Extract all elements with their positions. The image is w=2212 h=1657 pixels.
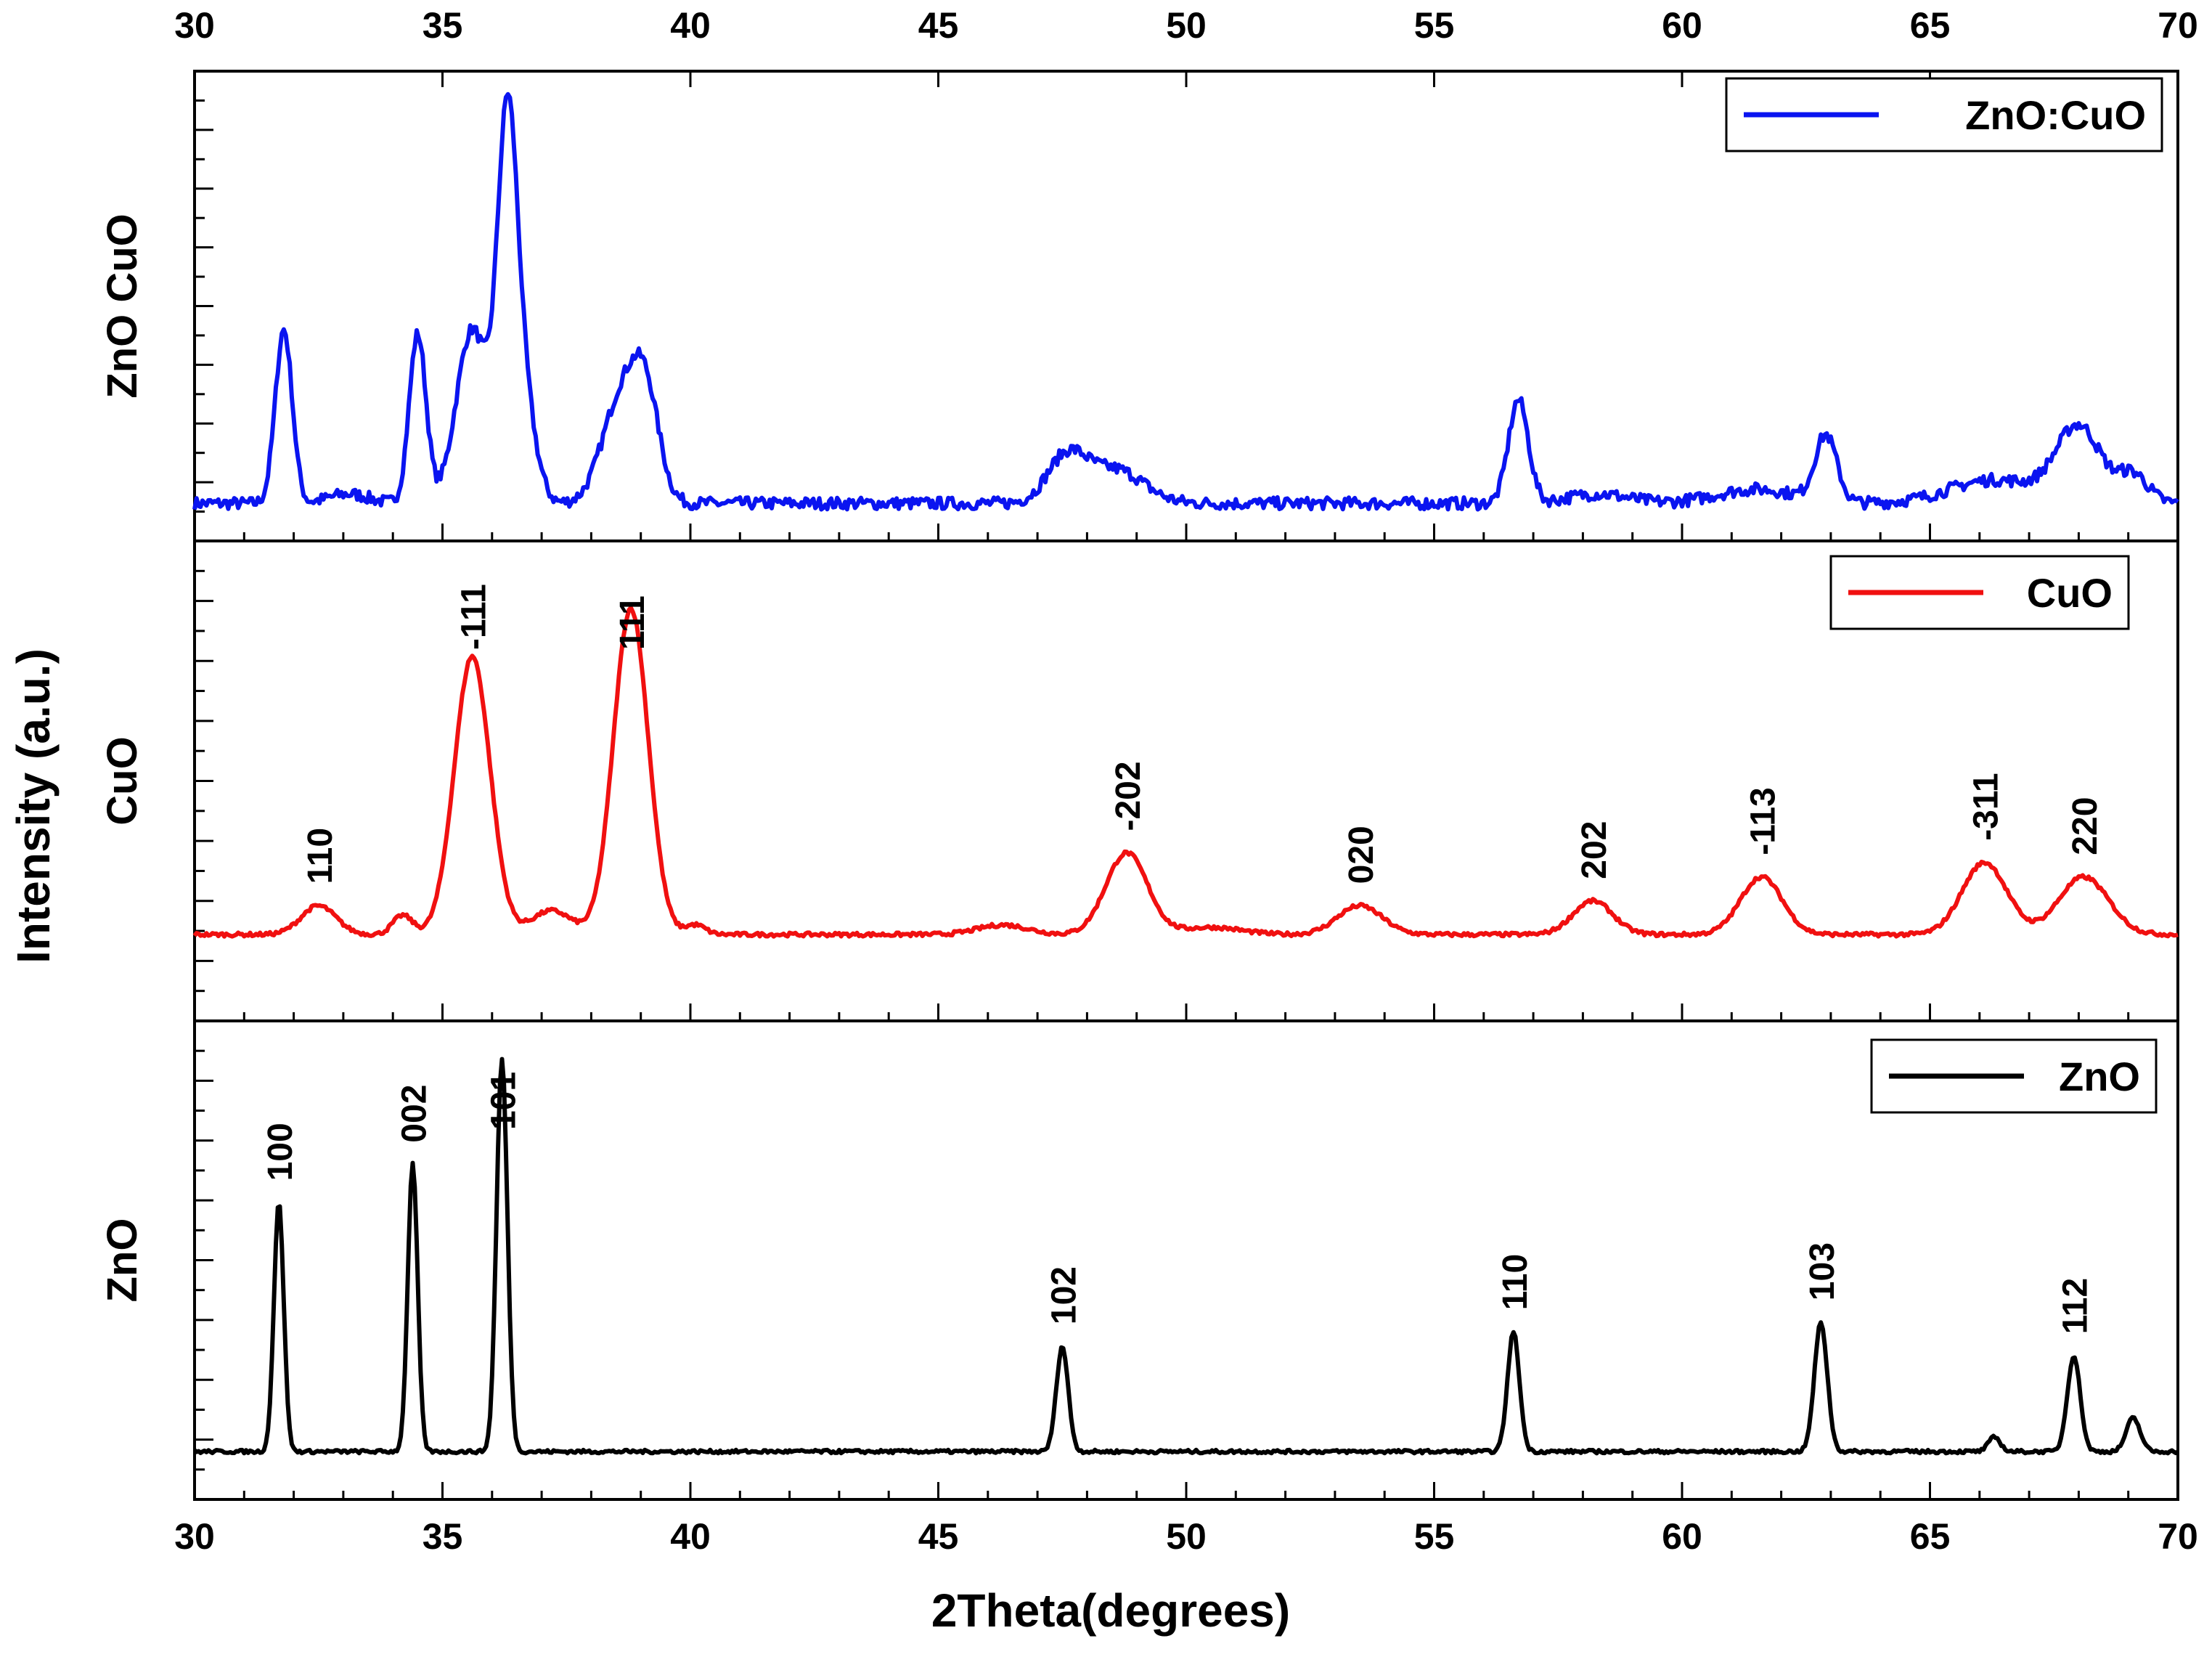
x-tick-label-top: 55 <box>1414 5 1455 46</box>
peak-label: 110 <box>1496 1254 1535 1310</box>
x-tick-label-top: 45 <box>918 5 959 46</box>
legend-label-cuo: CuO <box>2027 570 2113 616</box>
panel-label-zno-cuo: ZnO CuO <box>99 213 146 399</box>
x-tick-label-bottom: 30 <box>174 1516 215 1557</box>
peak-label: -111 <box>455 584 494 650</box>
peak-label: 103 <box>1803 1242 1842 1300</box>
panel-label-zno: ZnO <box>99 1218 146 1303</box>
x-tick-label-bottom: 40 <box>670 1516 711 1557</box>
series-lines <box>192 91 2179 1456</box>
x-tick-label-top: 40 <box>670 5 711 46</box>
peak-label: 220 <box>2066 797 2105 855</box>
axis-ticks: 30 35 40 45 50 55 60 65 70 30 35 40 45 50 55 60 65 70 <box>174 5 2198 1557</box>
x-tick-label-top: 70 <box>2158 5 2198 46</box>
legend-label-zno: ZnO <box>2059 1054 2140 1099</box>
series-line-cuo <box>192 606 2179 939</box>
peak-label: 112 <box>2057 1278 2095 1334</box>
x-tick-label-top: 60 <box>1662 5 1702 46</box>
peak-label: -202 <box>1109 761 1148 831</box>
peak-label: 202 <box>1575 821 1614 879</box>
peak-label: 002 <box>396 1085 434 1143</box>
y-axis-title: Intensity (a.u.) <box>7 648 60 964</box>
x-tick-label-bottom: 45 <box>918 1516 959 1557</box>
peak-labels: ZnO CuO CuO 110 -111 111 -202 020 202 -113 -311 22… <box>99 213 2105 1334</box>
peak-label: 110 <box>301 828 340 884</box>
x-axis-title: 2Theta(degrees) <box>931 1584 1290 1637</box>
legend-label-zno-cuo: ZnO:CuO <box>1965 92 2146 138</box>
x-tick-label-top: 65 <box>1910 5 1951 46</box>
x-tick-label-bottom: 65 <box>1910 1516 1951 1557</box>
x-tick-label-bottom: 60 <box>1662 1516 1702 1557</box>
peak-label: -311 <box>1967 773 2006 840</box>
x-tick-label-top: 30 <box>174 5 215 46</box>
x-tick-label-bottom: 50 <box>1166 1516 1207 1557</box>
x-tick-label-top: 50 <box>1166 5 1207 46</box>
x-tick-label-top: 35 <box>423 5 463 46</box>
x-tick-label-bottom: 55 <box>1414 1516 1455 1557</box>
peak-label: 100 <box>261 1123 300 1181</box>
peak-label: 102 <box>1045 1266 1083 1324</box>
panel-label-cuo: CuO <box>99 736 146 825</box>
series-line-zno-cuo <box>192 91 2179 512</box>
x-tick-label-bottom: 70 <box>2158 1516 2198 1557</box>
peak-label: 111 <box>613 595 652 650</box>
peak-label: 020 <box>1342 826 1381 884</box>
x-tick-label-bottom: 35 <box>423 1516 463 1557</box>
peak-label: -113 <box>1744 787 1782 855</box>
series-line-zno <box>192 1057 2179 1456</box>
peak-label: 101 <box>485 1072 523 1130</box>
legends: ZnO:CuO CuO ZnO <box>1725 77 2163 1114</box>
